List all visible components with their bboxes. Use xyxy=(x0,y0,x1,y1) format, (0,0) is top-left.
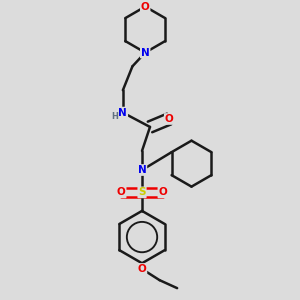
Text: S: S xyxy=(138,188,146,197)
Text: O: O xyxy=(138,264,146,274)
Text: O: O xyxy=(117,188,126,197)
Text: H: H xyxy=(112,112,118,121)
Text: N: N xyxy=(138,165,146,175)
Text: N: N xyxy=(118,108,127,118)
Text: O: O xyxy=(165,114,173,124)
Text: O: O xyxy=(141,2,150,12)
Text: N: N xyxy=(141,48,150,58)
Text: O: O xyxy=(158,188,167,197)
